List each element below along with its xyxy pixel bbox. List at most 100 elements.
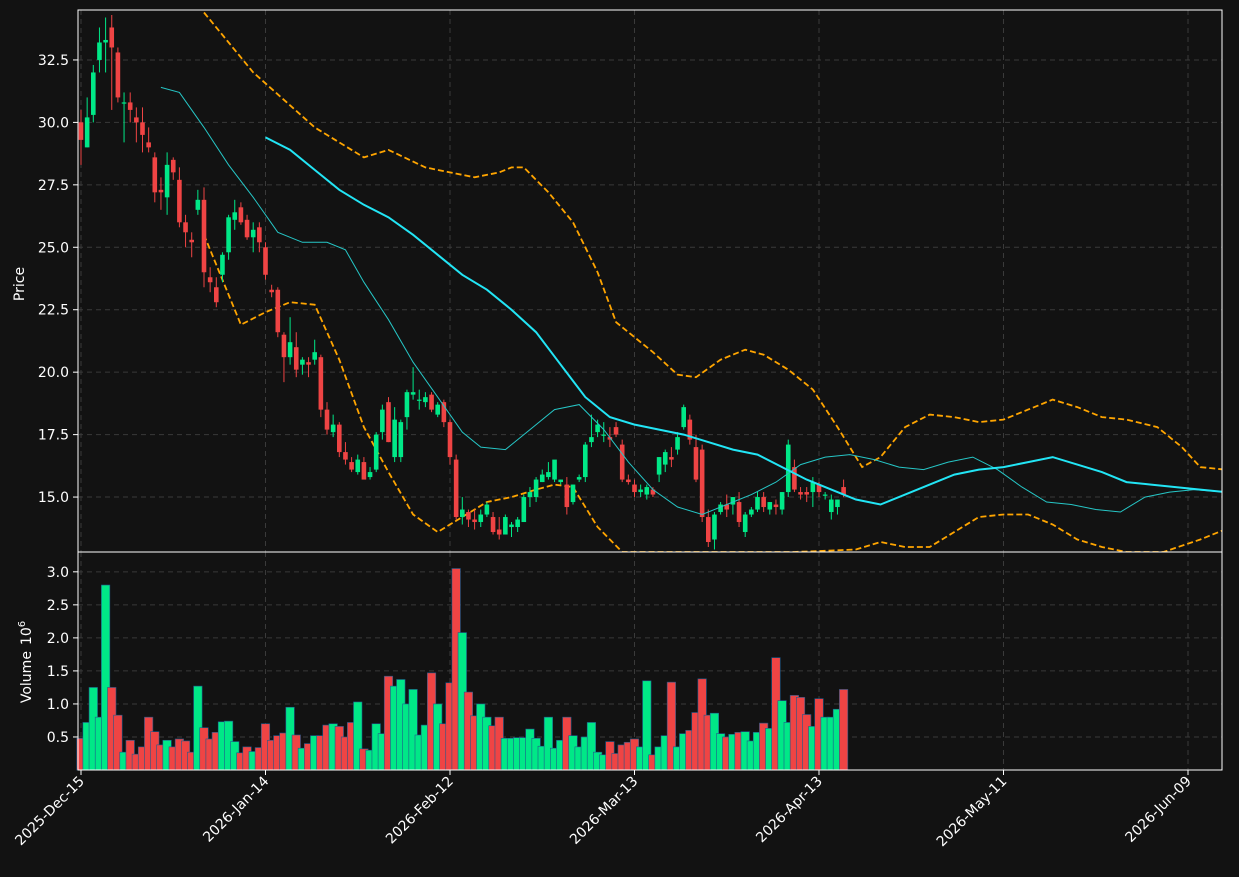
candle-body [300, 359, 305, 365]
candle-body [238, 207, 244, 223]
candle-body [736, 502, 742, 523]
candle-body [367, 472, 373, 478]
volume-axis-scale-base: 10 [19, 627, 35, 645]
candle-body [373, 434, 379, 470]
volume-tick-label: 3.0 [47, 565, 69, 581]
candle-body [466, 512, 471, 520]
candle-body [613, 427, 619, 435]
candle-body [644, 487, 650, 495]
candles [78, 14, 846, 550]
candle-body [662, 452, 668, 465]
candle-body [798, 492, 803, 495]
candle-body [398, 422, 404, 458]
candle-body [712, 514, 717, 540]
candle-body [515, 519, 520, 528]
long-moving-average-line [265, 136, 1222, 506]
candle-body [337, 424, 342, 453]
candle-body [583, 444, 588, 478]
candle-body [318, 357, 324, 410]
candle-body [761, 497, 766, 508]
candle-body [189, 239, 194, 243]
candle-body [533, 479, 539, 498]
lower-band-line [203, 234, 1222, 552]
candle-body [134, 117, 139, 123]
short-moving-average-line [160, 86, 1222, 516]
candle-body [829, 499, 834, 513]
price-tick-label: 30.0 [38, 115, 69, 131]
candle-body [220, 254, 225, 275]
candle-body [281, 334, 287, 358]
candle-body [718, 504, 723, 513]
candle-body [706, 517, 711, 543]
candle-body [349, 462, 354, 470]
candle-body [441, 402, 447, 423]
candle-body [724, 504, 730, 510]
candle-body [232, 212, 238, 220]
candle-body [564, 484, 570, 508]
candle-body [773, 504, 779, 508]
candle-body [115, 52, 121, 98]
candle-body [447, 422, 453, 458]
candle-body [97, 42, 102, 60]
candle-body [380, 409, 385, 433]
candle-body [423, 397, 428, 403]
candle-body [121, 102, 127, 104]
candle-body [810, 482, 816, 493]
candle-body [675, 437, 680, 450]
candle-body [250, 229, 256, 238]
candle-body [527, 492, 533, 498]
candle-body [669, 457, 674, 460]
candle-body [263, 247, 268, 275]
candle-body [749, 509, 754, 515]
candle-body [730, 497, 736, 505]
price-tick-label: 15.0 [38, 490, 69, 506]
candle-body [484, 504, 490, 515]
candle-body [355, 459, 361, 473]
price-tick-label: 22.5 [38, 303, 69, 319]
candle-body [601, 434, 607, 436]
candle-body [416, 399, 422, 401]
candle-body [503, 517, 508, 535]
candle-body [785, 444, 791, 493]
candle-body [158, 189, 164, 193]
candle-body [109, 27, 115, 48]
candle-body [404, 392, 410, 418]
candle-body [429, 394, 434, 410]
candle-body [392, 419, 397, 458]
candle-body [170, 159, 176, 173]
candle-body [521, 497, 527, 523]
candle-body [619, 444, 625, 480]
candle-body [306, 362, 311, 365]
upper-band-line [203, 11, 1222, 471]
candle-body [552, 459, 557, 480]
candle-body [792, 467, 797, 490]
candle-body [779, 492, 785, 510]
candle-body [127, 102, 133, 110]
candle-body [293, 347, 299, 370]
candle-body [226, 217, 231, 253]
bollinger-bands [203, 11, 1222, 552]
candle-body [195, 199, 201, 210]
candle-body [699, 449, 705, 518]
volume-tick-label: 1.0 [47, 697, 69, 713]
price-tick-label: 32.5 [38, 53, 69, 69]
candle-body [214, 287, 219, 303]
candle-body [589, 437, 594, 443]
price-tick-label: 20.0 [38, 365, 69, 381]
candle-body [656, 457, 662, 475]
candle-body [687, 419, 693, 440]
candle-body [91, 72, 96, 115]
volume-tick-label: 1.5 [47, 664, 69, 680]
candle-body [681, 407, 686, 428]
volume-axis-label: Volume 106 [17, 621, 35, 703]
candle-body [386, 402, 391, 443]
candle-body [453, 459, 459, 518]
candle-body [570, 484, 576, 503]
candle-body [742, 514, 748, 533]
candle-body [546, 472, 551, 478]
candle-body [207, 277, 213, 283]
candle-body [244, 219, 250, 238]
candle-body [257, 227, 262, 243]
candle-body [330, 424, 336, 433]
price-tick-label: 17.5 [38, 428, 69, 444]
